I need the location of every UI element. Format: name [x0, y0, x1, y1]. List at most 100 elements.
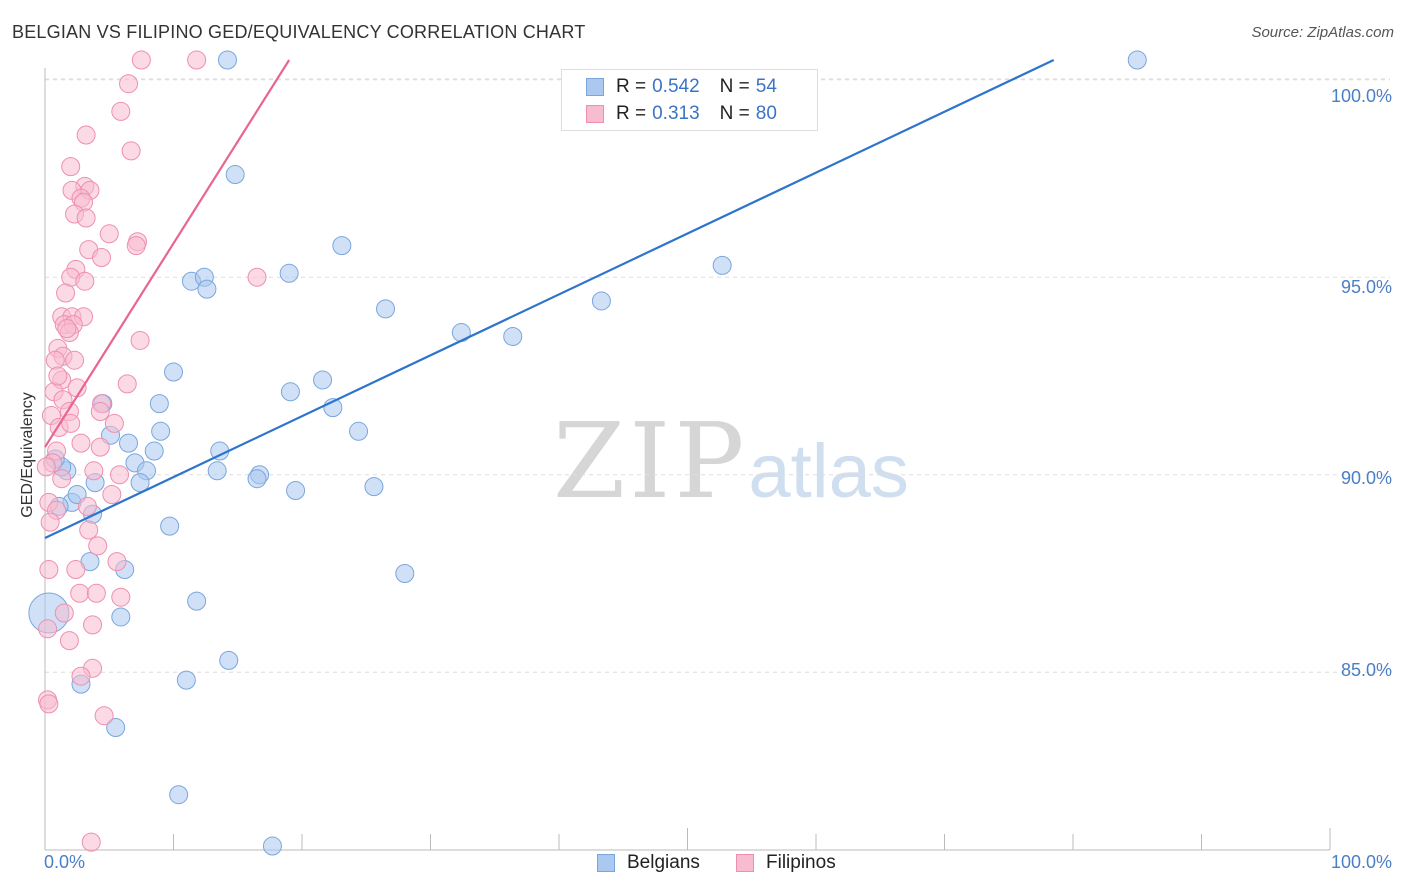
x-tick-label-100: 100.0% — [1330, 852, 1392, 872]
legend-n-label: N = — [719, 76, 750, 97]
belgian-point-24 — [144, 441, 164, 461]
filipino-point-2 — [119, 74, 139, 94]
filipino-point-45 — [71, 433, 91, 453]
belgian-trend-line — [44, 59, 1055, 539]
belgian-point-20 — [349, 421, 369, 441]
filipino-point-1 — [187, 50, 207, 70]
filipino-point-65 — [38, 619, 58, 639]
belgian-point-48 — [106, 718, 126, 738]
filipino-point-4 — [76, 125, 96, 145]
correlation-legend: R = 0.542 N = 54 R = 0.313 N = 80 — [561, 69, 818, 131]
filipino-point-3 — [111, 101, 131, 121]
filipino-point-0 — [131, 50, 151, 70]
filipino-point-62 — [86, 583, 106, 603]
belgian-point-9 — [376, 299, 396, 319]
belgian-point-5 — [712, 255, 732, 275]
belgian-point-33 — [286, 481, 306, 501]
filipino-point-51 — [52, 469, 72, 489]
filipino-point-46 — [90, 437, 110, 457]
belgian-point-34 — [364, 477, 384, 497]
filipino-point-55 — [40, 512, 60, 532]
belgian-point-4 — [279, 263, 299, 283]
belgian-legend-swatch — [597, 854, 615, 872]
x-tick-label-0: 0.0% — [44, 852, 86, 872]
belgian-point-43 — [111, 607, 131, 627]
filipino-point-30 — [130, 330, 150, 350]
filipino-point-5 — [121, 141, 141, 161]
y-tick-label-95: 95.0% — [1340, 277, 1392, 297]
legend-filipinos-label: Filipinos — [766, 852, 836, 873]
belgian-point-22 — [119, 433, 139, 453]
y-tick-label-90: 90.0% — [1340, 468, 1392, 488]
filipino-point-13 — [76, 208, 96, 228]
filipino-point-68 — [71, 666, 91, 686]
filipino-point-74 — [61, 413, 81, 433]
filipino-point-73 — [48, 366, 68, 386]
filipino-point-78 — [117, 374, 137, 394]
filipino-point-22 — [75, 271, 95, 291]
belgian-point-1 — [1127, 50, 1147, 70]
belgian-point-29 — [247, 469, 267, 489]
legend-n-value: 80 — [755, 103, 777, 124]
filipino-point-57 — [107, 552, 127, 572]
filipino-point-33 — [45, 350, 65, 370]
legend-row-belgians: R = 0.542 N = 54 — [586, 74, 777, 100]
filipino-point-23 — [56, 283, 76, 303]
legend-n-label: N = — [719, 103, 750, 124]
filipino-point-34 — [65, 350, 85, 370]
filipino-point-77 — [110, 465, 130, 485]
belgian-point-16 — [149, 394, 169, 414]
filipino-point-58 — [39, 560, 59, 580]
filipino-point-14 — [99, 224, 119, 244]
filipino-point-56 — [79, 520, 99, 540]
legend-belgians-label: Belgians — [627, 852, 700, 873]
belgian-point-42 — [187, 591, 207, 611]
filipino-point-16 — [126, 236, 146, 256]
belgian-point-41 — [395, 564, 415, 583]
filipino-legend-swatch — [736, 854, 754, 872]
filipino-point-49 — [36, 457, 56, 477]
filipino-trend-line — [44, 59, 291, 448]
belgian-point-49 — [169, 785, 189, 805]
filipino-point-6 — [61, 157, 81, 177]
legend-r-value: 0.542 — [652, 76, 700, 97]
legend-n-value: 54 — [755, 76, 777, 97]
belgian-swatch — [586, 78, 604, 96]
belgian-point-10 — [591, 291, 611, 311]
filipino-point-70 — [39, 694, 59, 714]
belgian-point-2 — [225, 165, 245, 185]
legend-r-label: R = — [616, 76, 647, 97]
legend-item-filipinos[interactable]: Filipinos — [736, 852, 836, 874]
filipino-point-20 — [247, 267, 267, 287]
belgian-point-46 — [176, 670, 196, 690]
belgian-point-3 — [332, 236, 352, 256]
belgian-point-13 — [164, 362, 183, 382]
legend-r-label: R = — [616, 103, 647, 124]
legend-item-belgians[interactable]: Belgians — [597, 852, 700, 874]
filipino-point-18 — [92, 248, 112, 267]
filipino-point-66 — [59, 631, 79, 651]
belgian-point-19 — [151, 421, 171, 441]
filipino-point-50 — [84, 461, 104, 481]
filipino-point-52 — [102, 485, 122, 504]
belgian-point-15 — [280, 382, 300, 402]
filipino-point-75 — [57, 319, 77, 339]
belgian-point-50 — [262, 836, 282, 856]
belgian-point-32 — [130, 473, 150, 493]
belgian-point-12 — [503, 327, 523, 346]
y-tick-label-100: 100.0% — [1330, 86, 1392, 106]
belgian-point-45 — [219, 650, 239, 670]
source-label: Source: ZipAtlas.com — [1251, 24, 1394, 41]
filipino-point-64 — [83, 615, 103, 635]
chart-title: BELGIAN VS FILIPINO GED/EQUIVALENCY CORR… — [12, 22, 586, 42]
filipino-point-59 — [66, 560, 86, 580]
belgian-point-38 — [160, 516, 180, 536]
belgian-point-26 — [207, 461, 227, 481]
filipino-point-72 — [81, 832, 101, 852]
legend-row-filipinos: R = 0.313 N = 80 — [586, 101, 777, 127]
y-tick-label-85: 85.0% — [1340, 660, 1392, 680]
filipino-point-71 — [94, 706, 114, 726]
filipino-point-76 — [77, 496, 97, 516]
series-legend: Belgians Filipinos — [0, 852, 1406, 878]
